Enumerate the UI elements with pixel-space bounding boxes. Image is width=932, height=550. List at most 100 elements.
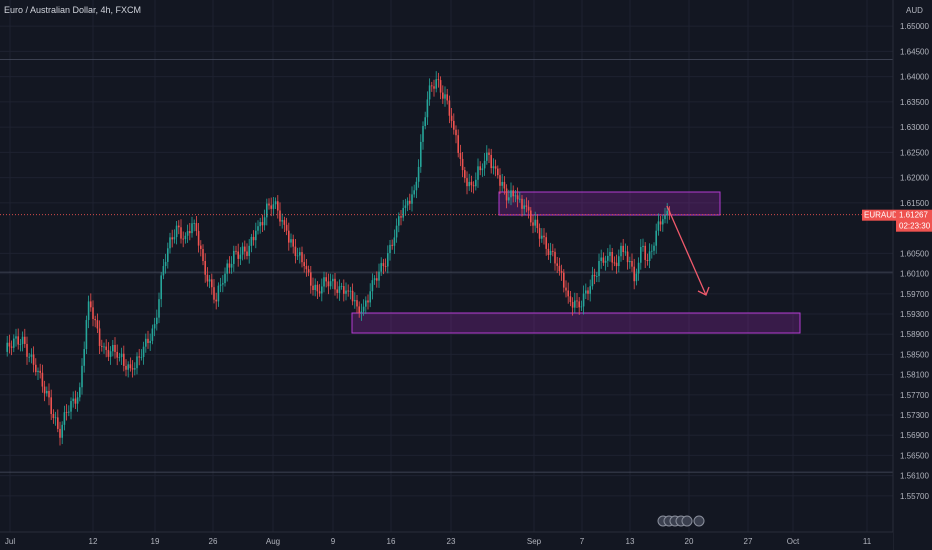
candle-body xyxy=(211,279,213,288)
candle-body xyxy=(567,290,569,297)
candle-body xyxy=(417,166,420,182)
candle-body xyxy=(125,365,127,370)
candle-body xyxy=(296,255,299,257)
candle-body xyxy=(237,251,239,259)
candle-body xyxy=(162,266,165,276)
candle-body xyxy=(609,252,611,256)
candle-body xyxy=(534,219,536,226)
candle-body xyxy=(149,340,151,344)
trend-arrow-head xyxy=(697,286,710,296)
candle-body xyxy=(442,92,444,99)
candle-body xyxy=(563,272,565,288)
candle-body xyxy=(497,168,499,176)
candle-body xyxy=(356,300,358,307)
candle-body xyxy=(494,166,497,169)
candle-body xyxy=(206,274,209,282)
candle-body xyxy=(492,166,495,169)
candle-body xyxy=(215,299,217,302)
candle-body xyxy=(48,390,50,398)
candle-body xyxy=(250,236,253,246)
candle-body xyxy=(255,230,257,241)
candle-body xyxy=(54,417,57,419)
candle-body xyxy=(351,290,354,302)
y-tick-label: 1.56100 xyxy=(900,472,929,481)
candle-body xyxy=(79,387,81,398)
candle-body xyxy=(114,344,116,352)
candle-body xyxy=(112,344,114,352)
candle-body xyxy=(646,259,649,261)
candle-body xyxy=(118,356,121,358)
candle-body xyxy=(508,197,510,201)
candle-body xyxy=(604,260,607,263)
candle-body xyxy=(422,126,424,142)
candle-body xyxy=(457,135,459,153)
candle-body xyxy=(574,300,576,308)
candle-body xyxy=(257,226,259,231)
candle-body xyxy=(189,231,191,234)
candle-body xyxy=(640,247,642,263)
candle-body xyxy=(233,250,235,264)
candle-body xyxy=(19,343,22,345)
candle-body xyxy=(178,225,180,228)
candle-body xyxy=(32,354,35,365)
candle-body xyxy=(332,278,334,282)
candle-body xyxy=(160,275,162,300)
candle-body xyxy=(222,283,224,285)
candle-body xyxy=(343,286,345,294)
y-tick-label: 1.55700 xyxy=(900,492,929,501)
candle-body xyxy=(600,257,602,261)
candle-body xyxy=(28,356,30,358)
candle-body xyxy=(378,271,380,281)
candle-body xyxy=(622,245,624,253)
candle-body xyxy=(72,398,74,402)
candle-body xyxy=(151,328,154,341)
candle-body xyxy=(345,290,347,294)
candle-body xyxy=(360,311,363,313)
zone-box-1 xyxy=(498,191,721,216)
candle-body xyxy=(24,336,26,344)
candle-body xyxy=(134,368,136,370)
y-tick-label: 1.57300 xyxy=(900,411,929,420)
candle-body xyxy=(103,346,105,348)
candle-body xyxy=(109,351,112,357)
candle-body xyxy=(620,245,622,257)
candle-body xyxy=(138,356,140,358)
candle-body xyxy=(400,216,402,218)
event-markers xyxy=(657,515,705,527)
time-axis: Jul 12 19 26 Aug 9 16 23 Sep 7 13 20 27 Oct 11 xyxy=(0,531,893,550)
y-tick-label: 1.58900 xyxy=(900,330,929,339)
candle-body xyxy=(123,353,125,366)
candle-body xyxy=(521,198,523,209)
candle-body xyxy=(404,205,407,208)
candle-body xyxy=(268,203,270,206)
candles xyxy=(6,71,671,446)
candle-body xyxy=(17,336,19,345)
candle-body xyxy=(299,252,301,256)
candle-body xyxy=(662,219,664,225)
candle-body xyxy=(633,266,635,282)
candle-body xyxy=(415,181,418,191)
candle-body xyxy=(175,225,178,238)
x-tick-label: 9 xyxy=(331,537,336,546)
candle-body xyxy=(376,278,378,281)
candle-body xyxy=(470,181,473,186)
candle-body xyxy=(596,276,598,277)
candle-body xyxy=(147,338,149,344)
candle-body xyxy=(472,185,475,187)
candle-body xyxy=(582,293,585,307)
candle-body xyxy=(648,251,651,261)
candle-body xyxy=(10,346,13,348)
candle-body xyxy=(98,328,101,346)
x-tick-label: Aug xyxy=(266,537,280,546)
candle-body xyxy=(37,370,39,373)
y-tick-label: 1.58500 xyxy=(900,350,929,359)
candle-body xyxy=(602,257,605,263)
candle-body xyxy=(611,252,613,263)
candle-body xyxy=(490,154,492,169)
candle-body xyxy=(21,336,24,344)
y-tick-label: 1.56500 xyxy=(900,451,929,460)
candle-body xyxy=(230,263,233,268)
candle-body xyxy=(448,100,451,116)
candle-body xyxy=(235,250,237,252)
